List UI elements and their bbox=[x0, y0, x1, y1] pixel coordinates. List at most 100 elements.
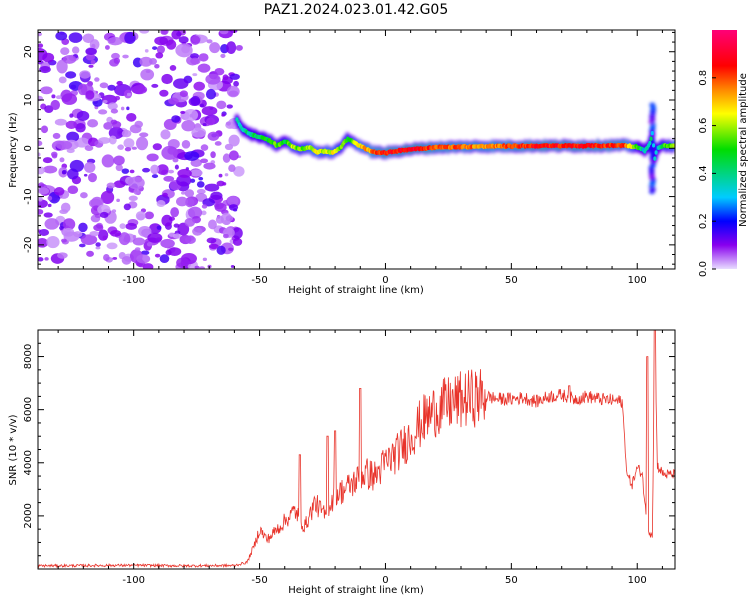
noise-blob bbox=[76, 110, 90, 122]
noise-blob bbox=[155, 52, 164, 59]
noise-blob bbox=[144, 49, 149, 53]
noise-blob bbox=[196, 181, 205, 188]
noise-blob bbox=[139, 56, 153, 67]
noise-blob bbox=[47, 195, 53, 201]
noise-blob bbox=[216, 100, 227, 110]
noise-blob bbox=[116, 198, 120, 203]
noise-blob bbox=[206, 117, 216, 126]
noise-blob bbox=[132, 237, 146, 246]
noise-blob bbox=[44, 257, 49, 261]
noise-blob bbox=[75, 122, 86, 133]
noise-blob bbox=[215, 215, 224, 224]
noise-blob bbox=[214, 141, 222, 146]
noise-blob bbox=[223, 233, 229, 239]
noise-blob bbox=[55, 140, 73, 150]
y-tick-label: -10 bbox=[23, 188, 34, 204]
ridge-core-blob bbox=[650, 131, 654, 136]
noise-blob bbox=[208, 219, 217, 230]
noise-blob bbox=[161, 214, 173, 227]
noise-blob bbox=[220, 53, 226, 59]
noise-blob bbox=[38, 140, 43, 147]
noise-blob bbox=[131, 146, 138, 150]
noise-blob bbox=[102, 99, 108, 104]
noise-blob bbox=[227, 195, 239, 206]
noise-blob bbox=[173, 78, 189, 89]
noise-blob bbox=[102, 235, 108, 241]
spectrogram-y-label: Frequency (Hz) bbox=[8, 112, 19, 188]
noise-blob bbox=[139, 132, 149, 138]
noise-blob bbox=[214, 67, 225, 76]
x-tick-label: 100 bbox=[628, 275, 647, 286]
noise-blob bbox=[80, 234, 98, 245]
noise-blob bbox=[210, 151, 216, 159]
noise-blob bbox=[190, 178, 196, 183]
noise-blob bbox=[99, 211, 109, 218]
noise-blob bbox=[193, 162, 199, 166]
noise-blob bbox=[115, 164, 123, 172]
y-tick-label: -20 bbox=[23, 237, 34, 253]
x-tick-label: 100 bbox=[628, 575, 647, 586]
noise-blob bbox=[199, 103, 205, 108]
noise-blob bbox=[168, 169, 175, 174]
noise-blob bbox=[89, 231, 99, 237]
x-tick-label: 0 bbox=[382, 275, 388, 286]
noise-blob bbox=[63, 231, 80, 242]
noise-blob bbox=[147, 232, 163, 243]
noise-blob bbox=[160, 238, 175, 249]
noise-blob bbox=[181, 120, 196, 132]
noise-blob bbox=[123, 203, 131, 211]
noise-blob bbox=[78, 222, 88, 233]
noise-blob bbox=[232, 237, 243, 246]
noise-blob bbox=[136, 136, 149, 151]
noise-blob bbox=[161, 145, 178, 160]
colorbar-tick-label: 0.2 bbox=[698, 213, 709, 229]
noise-blob bbox=[132, 234, 137, 240]
noise-blob bbox=[226, 41, 237, 54]
noise-blob bbox=[107, 102, 118, 110]
noise-blob bbox=[110, 108, 119, 114]
noise-blob bbox=[61, 238, 67, 243]
noise-blob bbox=[142, 167, 151, 173]
colorbar-tick-label: 0.4 bbox=[698, 165, 709, 181]
noise-blob bbox=[50, 99, 61, 111]
ridge-core-blob bbox=[654, 150, 658, 155]
noise-blob bbox=[124, 31, 136, 45]
colorbar-tick-label: 0.8 bbox=[698, 70, 709, 86]
noise-blob bbox=[101, 154, 115, 168]
noise-blob bbox=[222, 74, 229, 81]
noise-blob bbox=[159, 254, 170, 264]
noise-blob bbox=[71, 46, 80, 54]
noise-blob bbox=[232, 227, 243, 239]
noise-blob bbox=[154, 64, 160, 69]
noise-blob bbox=[85, 90, 95, 100]
noise-blob bbox=[180, 191, 186, 195]
noise-blob bbox=[97, 204, 111, 215]
noise-blob bbox=[43, 212, 53, 218]
noise-blob bbox=[103, 254, 110, 262]
noise-blob bbox=[190, 53, 200, 59]
x-tick-label: -50 bbox=[251, 275, 267, 286]
noise-blob bbox=[142, 263, 154, 269]
noise-blob bbox=[183, 108, 199, 122]
noise-blob bbox=[202, 123, 207, 127]
noise-blob bbox=[67, 185, 79, 195]
noise-blob bbox=[77, 83, 88, 96]
y-tick-label: 0 bbox=[23, 145, 34, 151]
noise-blob bbox=[201, 210, 207, 216]
noise-blob bbox=[127, 176, 145, 190]
noise-blob bbox=[233, 166, 245, 177]
noise-blob bbox=[40, 86, 53, 95]
noise-blob bbox=[228, 150, 239, 161]
noise-blob bbox=[113, 155, 125, 166]
noise-blob bbox=[134, 247, 141, 251]
noise-blob bbox=[202, 257, 208, 261]
noise-blob bbox=[139, 30, 150, 34]
noise-blob bbox=[65, 120, 78, 129]
noise-blob bbox=[104, 45, 110, 50]
noise-blob bbox=[38, 257, 44, 262]
noise-blob bbox=[226, 104, 233, 109]
noise-blob bbox=[38, 166, 45, 175]
noise-blob bbox=[59, 157, 65, 163]
noise-blob bbox=[192, 73, 198, 77]
